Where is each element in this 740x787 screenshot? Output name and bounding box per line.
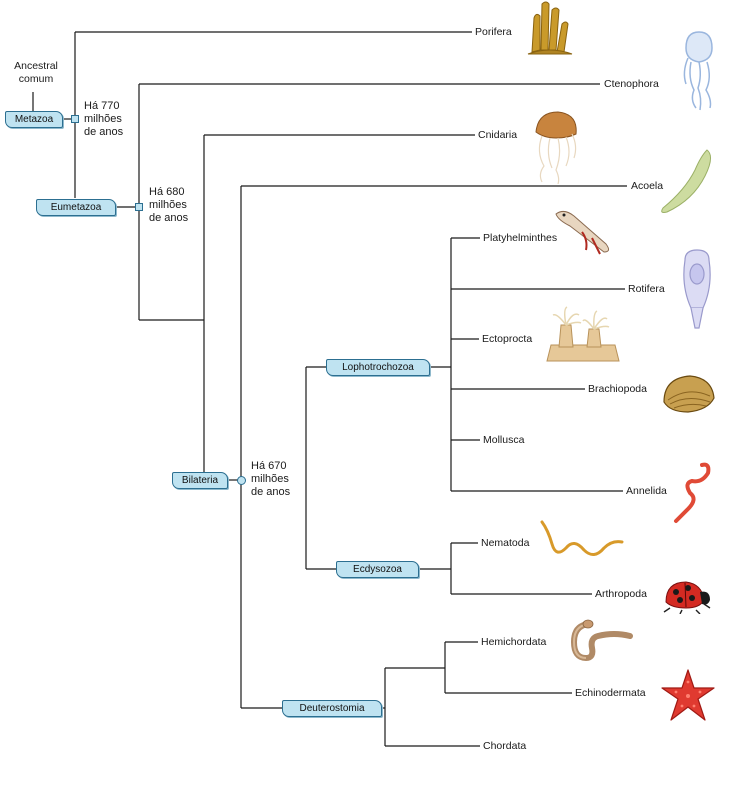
taxon-acoela: Acoela	[629, 180, 666, 193]
taxon-rotifera: Rotifera	[626, 283, 667, 296]
taxon-echinodermata: Echinodermata	[573, 687, 648, 700]
taxon-brachiopoda: Brachiopoda	[586, 383, 649, 396]
taxon-ectoprocta: Ectoprocta	[480, 333, 535, 346]
annelid-worm-icon	[674, 462, 711, 523]
acoel-worm-icon	[661, 149, 711, 213]
age-label-770: Há 770 milhões de anos	[84, 100, 124, 138]
nematode-icon	[540, 520, 624, 556]
acorn-worm-icon	[570, 619, 633, 662]
rotifer-icon	[683, 249, 711, 329]
taxon-mollusca: Mollusca	[481, 434, 527, 447]
taxon-chordata: Chordata	[481, 740, 529, 753]
clade-eumetazoa[interactable]: Eumetazoa	[36, 199, 116, 216]
clade-lophotrochozoa[interactable]: Lophotrochozoa	[326, 359, 430, 376]
taxon-cnidaria: Cnidaria	[476, 129, 520, 142]
clade-deuterostomia[interactable]: Deuterostomia	[282, 700, 382, 717]
taxon-arthropoda: Arthropoda	[593, 588, 649, 601]
flatworm-icon	[555, 210, 610, 255]
clade-bilateria[interactable]: Bilateria	[172, 472, 228, 489]
node-770-marker	[71, 115, 79, 123]
age-label-680: Há 680 milhões de anos	[149, 186, 189, 224]
comb-jelly-icon	[683, 31, 713, 111]
brachiopod-shell-icon	[663, 375, 715, 413]
taxon-platyhelminthes: Platyhelminthes	[481, 232, 560, 245]
taxon-nematoda: Nematoda	[479, 537, 532, 550]
ladybug-icon	[663, 581, 711, 614]
bryozoan-icon	[546, 306, 620, 362]
root-label: Ancestral comum	[14, 60, 58, 85]
taxon-porifera: Porifera	[473, 26, 514, 39]
jellyfish-icon	[535, 111, 577, 184]
age-label-670: Há 670 milhões de anos	[251, 460, 291, 498]
taxon-hemichordata: Hemichordata	[479, 636, 549, 649]
clade-ecdysozoa[interactable]: Ecdysozoa	[336, 561, 419, 578]
sponge-icon	[527, 1, 573, 55]
node-680-marker	[135, 203, 143, 211]
clade-metazoa[interactable]: Metazoa	[5, 111, 63, 128]
starfish-icon	[661, 669, 715, 721]
taxon-annelida: Annelida	[624, 485, 669, 498]
taxon-ctenophora: Ctenophora	[602, 78, 661, 91]
node-670-marker	[237, 476, 246, 485]
